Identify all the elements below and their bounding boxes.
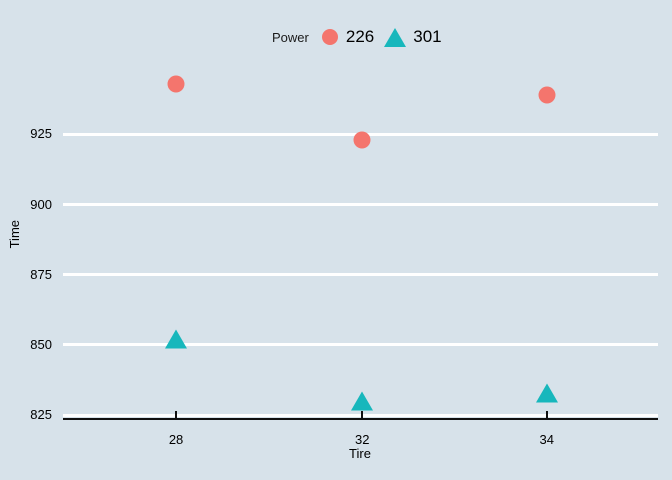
data-point-226-x28[interactable]: [167, 75, 185, 93]
x-tick-mark-32: [361, 411, 364, 418]
plot-area: [63, 50, 658, 420]
gridline-y-850: [63, 343, 658, 347]
legend-entry-301[interactable]: 301: [413, 27, 442, 46]
y-tick-label-900: 900: [30, 196, 52, 212]
x-tick-label-28: 28: [168, 432, 184, 447]
legend-title: Power: [272, 29, 309, 45]
gridline-y-875: [63, 273, 658, 277]
data-point-301-x28[interactable]: [165, 329, 188, 349]
y-tick-label-850: 850: [30, 336, 52, 352]
legend-circle-icon[interactable]: [321, 29, 338, 45]
data-point-226-x32[interactable]: [353, 131, 371, 149]
x-axis-title: Tire: [349, 446, 371, 461]
legend: Power 226 301: [272, 24, 442, 50]
gridline-y-900: [63, 203, 658, 206]
x-tick-label-32: 32: [355, 432, 370, 447]
y-axis-title: Time: [7, 220, 22, 249]
y-tick-label-925: 925: [30, 126, 52, 142]
x-tick-mark-28: [175, 411, 178, 418]
data-point-301-x34[interactable]: [535, 383, 558, 403]
data-point-226-x34[interactable]: [538, 86, 556, 104]
y-tick-label-825: 825: [30, 407, 52, 423]
data-point-301-x32[interactable]: [351, 391, 374, 411]
y-tick-label-875: 875: [30, 266, 52, 282]
gridline-y-825: [63, 413, 658, 417]
legend-entry-226[interactable]: 226: [345, 27, 375, 46]
x-tick-mark-34: [545, 411, 548, 418]
legend-triangle-icon[interactable]: [384, 27, 407, 47]
x-tick-label-34: 34: [539, 432, 554, 447]
